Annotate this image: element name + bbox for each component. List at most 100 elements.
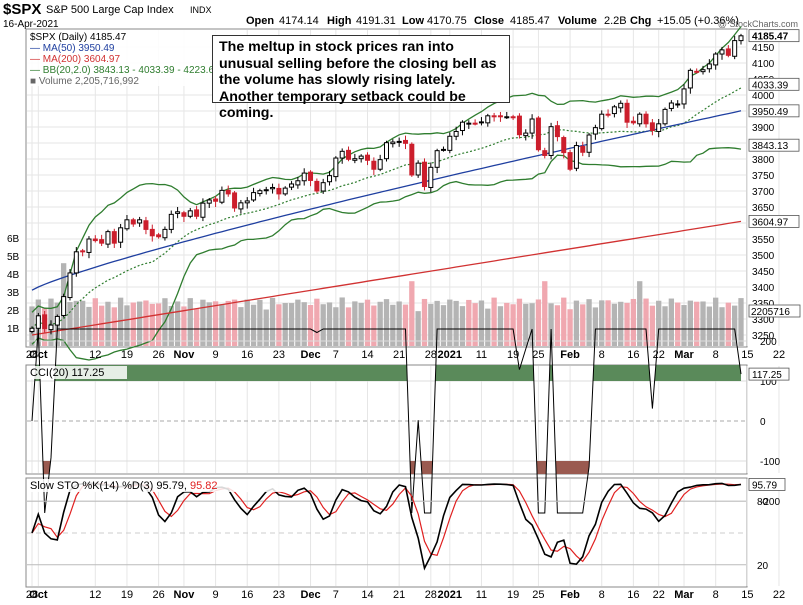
volume-bar — [402, 304, 409, 346]
legend-bb-text: BB(20,2.0) 3843.13 - 4033.39 - 4223.64 — [43, 65, 220, 76]
volume-bar — [358, 302, 364, 346]
close-label: Close — [474, 15, 504, 27]
candle-up — [687, 69, 693, 89]
volume-bar — [111, 307, 117, 346]
candle-down — [643, 113, 649, 125]
volume-bar — [377, 301, 383, 346]
candle-down — [149, 228, 155, 237]
candle-down — [510, 116, 516, 119]
volume-bar — [681, 305, 687, 346]
x-tick-label: Dec — [300, 589, 320, 601]
x-tick-label: Nov — [174, 589, 196, 601]
volume-bar — [738, 298, 744, 346]
volume-bar — [187, 298, 193, 346]
price-value-box — [748, 138, 800, 152]
candle-down — [624, 102, 630, 123]
candle-down — [580, 146, 586, 153]
x-tick-label: Oct — [29, 349, 48, 361]
sto-panel-frame — [25, 477, 748, 588]
volume-bar — [67, 302, 73, 346]
volume-bar — [504, 302, 510, 346]
volume-bar — [516, 298, 523, 346]
volume-bar — [383, 299, 390, 346]
candle-down — [567, 152, 573, 170]
x-tick-label: 28 — [26, 349, 38, 361]
ma200-line — [31, 220, 742, 336]
candle-up — [586, 134, 592, 153]
ma50-line — [31, 110, 742, 291]
x-tick-label: 11 — [476, 589, 487, 601]
volume-bar — [611, 303, 618, 346]
volume-bar — [719, 307, 725, 346]
volume-bar — [561, 297, 567, 346]
x-tick-label: 26 — [152, 349, 164, 361]
legend-volume: ■ Volume 2,205,716,992 — [30, 76, 139, 87]
candle-up — [377, 159, 383, 170]
sto-d-line — [31, 482, 742, 563]
cci-legend: CCI(20) 117.25 — [27, 366, 127, 379]
volume-bar — [605, 300, 611, 346]
candle-down — [80, 250, 86, 253]
x-tick-label: 22 — [773, 349, 785, 361]
x-tick-label: Oct — [29, 589, 48, 601]
candle-down — [99, 239, 105, 244]
volume-bar — [231, 299, 238, 346]
candle-down — [630, 120, 636, 124]
volume-bar — [713, 297, 719, 346]
volume-axis-label: 1B — [7, 324, 20, 335]
candle-up — [478, 121, 484, 124]
x-tick-label: 21 — [393, 589, 405, 601]
candle-up — [105, 231, 111, 245]
candle-up — [187, 210, 193, 217]
x-tick-label: 22 — [653, 589, 665, 601]
low-label: Low — [402, 15, 424, 27]
volume-bar — [282, 303, 288, 346]
cci-value-label: 117.25 — [752, 370, 782, 381]
candle-down — [156, 234, 162, 238]
x-tick-label: 26 — [152, 589, 164, 601]
volume-bar — [599, 300, 605, 346]
candle-up — [675, 103, 681, 106]
candle-down — [92, 238, 98, 242]
volume-bar — [29, 306, 35, 346]
candle-up — [732, 40, 738, 57]
volume-bar — [250, 304, 257, 346]
candle-up — [118, 227, 124, 243]
candle-down — [314, 180, 320, 192]
volume-bar — [630, 298, 637, 346]
volume-bar — [573, 300, 580, 346]
price-candles — [29, 33, 744, 335]
candle-up — [295, 180, 301, 186]
x-tick-label: 22 — [773, 589, 785, 601]
x-tick-label: 19 — [121, 349, 133, 361]
candle-up — [618, 102, 624, 109]
volume-bar — [206, 302, 212, 346]
candle-down — [365, 154, 371, 161]
index-name: S&P 500 Large Cap Index — [46, 4, 174, 16]
candle-down — [276, 187, 282, 195]
legend-bb-marker: — — [30, 65, 43, 76]
candle-up — [415, 162, 421, 176]
x-tick-label: 25 — [532, 589, 544, 601]
chg-value: +15.05 (+0.36%) — [657, 15, 739, 27]
cci-legend-bg — [27, 366, 127, 379]
candle-down — [111, 231, 117, 244]
chart-header: $SPX S&P 500 Large Cap Index INDX 16-Apr… — [3, 1, 798, 30]
legend-price: $SPX (Daily) 4185.47 — [30, 32, 127, 43]
price-tick-label: 3550 — [752, 235, 775, 246]
candle-up — [713, 53, 719, 66]
volume-bar — [554, 305, 561, 346]
x-tick-label: 15 — [741, 589, 753, 601]
x-tick-label: 7 — [333, 589, 339, 601]
legend-volume-text: Volume 2,205,716,992 — [39, 76, 140, 87]
cci-panel: 200 100 0 -100 -200 117.25 — [27, 328, 790, 514]
high-label: High — [327, 15, 352, 27]
volume-bar — [307, 304, 314, 346]
candle-up — [67, 272, 73, 299]
price-tick-label: 4000 — [752, 91, 775, 102]
open-label: Open — [246, 15, 274, 27]
sto-legend-bg — [27, 479, 292, 492]
volume-bar — [447, 299, 453, 346]
candle-up — [358, 155, 364, 160]
bb-middle-line — [31, 87, 742, 329]
